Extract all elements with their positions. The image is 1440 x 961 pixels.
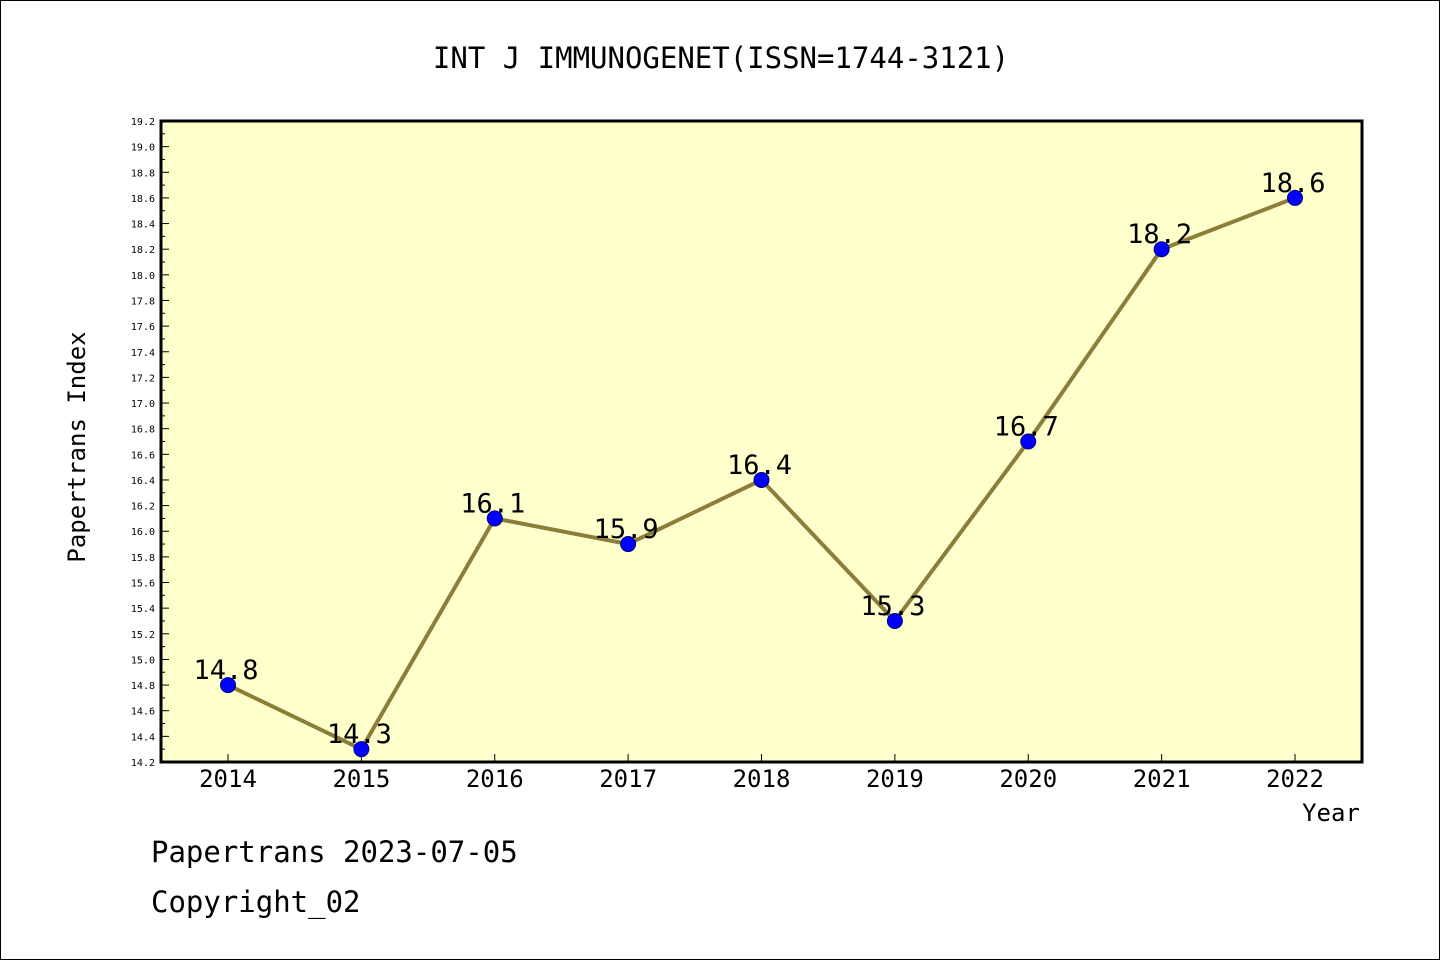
y-tick-label: 18.6 [131,194,155,205]
y-tick-label: 16.8 [131,425,155,436]
y-tick-label: 17.6 [131,322,155,333]
y-tick-label: 14.2 [131,758,155,769]
data-label: 14.3 [327,719,392,750]
data-label: 18.6 [1260,168,1325,199]
y-tick-label: 16.2 [131,502,155,513]
y-tick-label: 14.6 [131,707,155,718]
y-tick-label: 16.4 [131,476,155,487]
x-tick-label: 2022 [1266,765,1324,793]
data-label: 16.7 [994,412,1059,443]
data-label: 14.8 [193,655,258,686]
data-point [486,510,503,527]
footer-copyright-text: Copyright_02 [151,885,361,919]
x-tick-label: 2017 [599,765,657,793]
data-point [1153,241,1170,258]
x-tick-label: 2020 [999,765,1057,793]
y-tick-label: 16.6 [131,450,155,461]
y-tick-label: 17.4 [131,348,155,359]
data-point [620,536,637,553]
data-label: 15.9 [594,514,659,545]
y-tick-label: 17.8 [131,296,155,307]
x-tick-label: 2016 [466,765,524,793]
plot-border [159,119,1364,764]
y-tick-label: 15.4 [131,604,155,615]
data-label: 18.2 [1127,219,1192,250]
y-tick-label: 18.0 [131,271,155,282]
chart-title: INT J IMMUNOGENET(ISSN=1744-3121) [433,41,1009,75]
y-tick-label: 15.6 [131,579,155,590]
x-tick-label: 2015 [332,765,390,793]
y-axis-label: Papertrans Index [63,331,91,562]
data-point [886,612,903,629]
x-tick-label: 2021 [1133,765,1191,793]
y-tick-label: 19.2 [131,117,155,128]
y-tick-label: 19.0 [131,143,155,154]
data-point [1287,189,1303,206]
x-tick-label: 2014 [199,765,257,793]
y-tick-label: 17.0 [131,399,155,410]
x-tick-label: 2019 [866,765,924,793]
y-tick-label: 15.2 [131,630,155,641]
data-label: 16.4 [727,450,792,481]
y-tick-label: 17.2 [131,373,155,384]
y-tick-label: 18.2 [131,245,155,256]
y-tick-label: 15.0 [131,655,155,666]
data-point [220,677,236,694]
footer-date-text: Papertrans 2023-07-05 [151,835,518,869]
x-axis-label: Year [1302,799,1360,827]
y-tick-label: 18.4 [131,220,155,231]
data-point [753,471,770,488]
data-point [1020,433,1037,450]
y-tick-label: 14.8 [131,681,155,692]
y-tick-label: 18.8 [131,168,155,179]
data-label: 16.1 [460,488,525,519]
plot-area [161,121,1362,762]
data-point [353,741,370,758]
y-tick-label: 14.4 [131,732,155,743]
y-tick-label: 16.0 [131,527,155,538]
y-tick-label: 15.8 [131,553,155,564]
data-label: 15.3 [860,591,925,622]
x-tick-label: 2018 [733,765,791,793]
